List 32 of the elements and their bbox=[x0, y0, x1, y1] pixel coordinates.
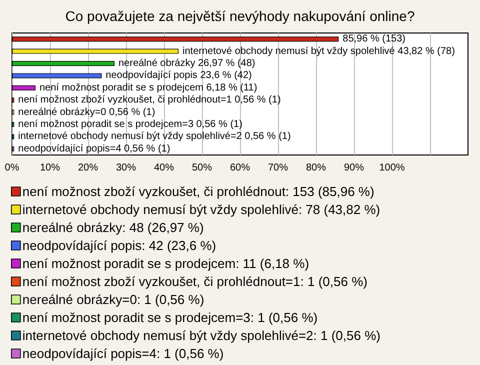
data-label: není možnost poradit se s prodejcem 6,18 % (11) bbox=[39, 82, 258, 94]
data-label: nereálné obrázky=0 0,56 % (1) bbox=[18, 106, 156, 118]
legend-label: není možnost zboží vyzkoušet, či prohlédnout: 153 (85,96 %) bbox=[22, 184, 374, 199]
x-tick-label: 60% bbox=[230, 162, 250, 174]
data-label: neodpovídající popis=4 0,56 % (1) bbox=[18, 143, 170, 154]
legend-label: neodpovídající popis: 42 (23,6 %) bbox=[22, 238, 216, 253]
data-label: není možnost zboží vyzkoušet, či prohlédnout=1 0,56 % (1) bbox=[18, 94, 281, 106]
data-label: není možnost poradit se s prodejcem=3 0,56 % (1) bbox=[18, 119, 242, 130]
data-label: internetové obchody nemusí být vždy spolehlivé=2 0,56 % (1) bbox=[18, 131, 291, 142]
legend-label: není možnost poradit se s prodejcem: 11 (6,18 %) bbox=[22, 256, 310, 271]
x-tick-label: 10% bbox=[40, 162, 60, 174]
legend-label: není možnost zboží vyzkoušet, či prohlédnout=1: 1 (0,56 %) bbox=[22, 274, 368, 289]
legend-label: nereálné obrázky: 48 (26,97 %) bbox=[22, 220, 204, 235]
data-label: 85,96 % (153) bbox=[342, 34, 406, 45]
x-tick-label: 50% bbox=[192, 162, 212, 174]
legend-label: není možnost poradit se s prodejcem=3: 1 (0,56 %) bbox=[22, 310, 318, 325]
x-tick-label: 80% bbox=[306, 162, 326, 174]
x-tick-label: 40% bbox=[154, 162, 174, 174]
x-tick-label: 70% bbox=[268, 162, 288, 174]
legend-label: neodpovídající popis=4: 1 (0,56 %) bbox=[22, 346, 224, 361]
x-tick-label: 90% bbox=[344, 162, 364, 174]
data-label: neodpovídající popis 23,6 % (42) bbox=[106, 70, 252, 82]
legend-label: internetové obchody nemusí být vždy spolehlivé=2: 1 (0,56 %) bbox=[22, 328, 380, 343]
legend-label: nereálné obrázky=0: 1 (0,56 %) bbox=[22, 292, 204, 307]
x-tick-label: 100% bbox=[379, 162, 405, 174]
x-tick-label: 20% bbox=[78, 162, 98, 174]
x-tick-label: 0% bbox=[4, 162, 20, 174]
legend-label: internetové obchody nemusí být vždy spolehlivé: 78 (43,82 %) bbox=[22, 202, 380, 217]
chart-title: Co považujete za největší nevýhody nakupování online? bbox=[65, 8, 415, 24]
data-label: internetové obchody nemusí být vždy spolehlivé 43,82 % (78) bbox=[182, 46, 455, 57]
x-tick-label: 30% bbox=[116, 162, 136, 174]
data-label: nereálné obrázky 26,97 % (48) bbox=[118, 58, 256, 69]
